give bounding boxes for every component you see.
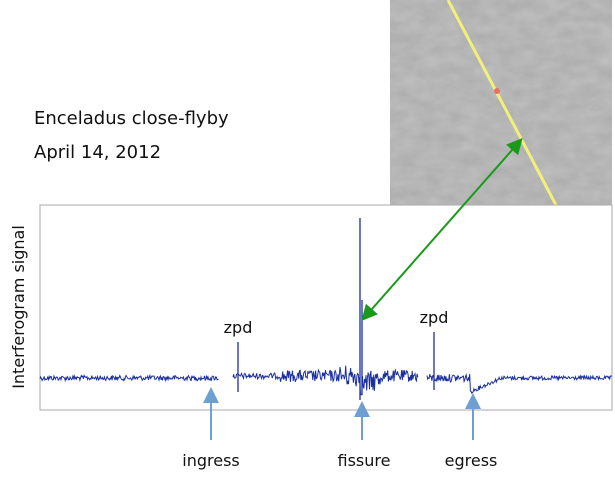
signal-segment — [426, 373, 612, 395]
plot-frame — [39, 204, 613, 411]
annotation: egress — [445, 451, 498, 470]
heading-line: Enceladus close-flyby — [34, 108, 229, 129]
signal-segment — [232, 365, 419, 396]
annotation: fissure — [338, 451, 391, 470]
annotation: ingress — [182, 451, 239, 470]
heading-line: April 14, 2012 — [34, 142, 161, 163]
signal-trace — [39, 218, 612, 400]
y-axis-label: Interferogram signal — [9, 225, 28, 389]
annotation: zpd — [224, 318, 253, 337]
signal-segment — [39, 373, 219, 383]
link-arrow — [361, 137, 523, 322]
annotation: zpd — [420, 308, 449, 327]
surface-image — [390, 0, 612, 206]
